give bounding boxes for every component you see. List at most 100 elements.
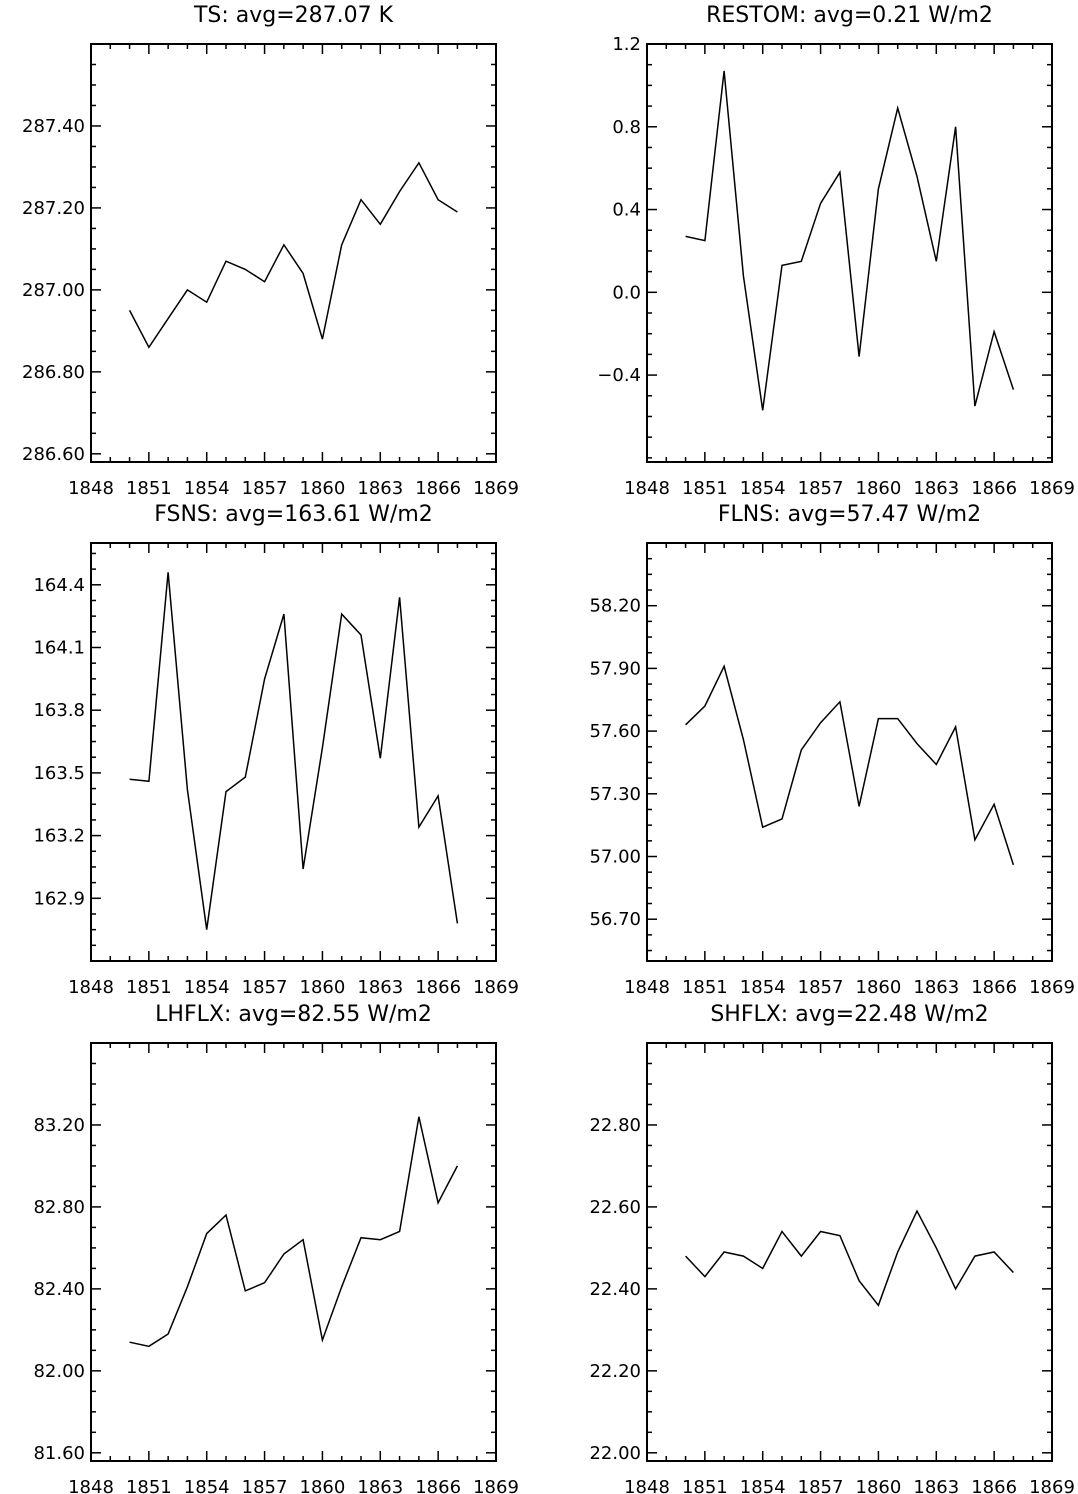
y-tick-label: 57.90 [589, 658, 641, 679]
x-tick-label: 1869 [473, 478, 519, 499]
y-tick-label: 163.8 [33, 700, 85, 721]
panel-title: FLNS: avg=57.47 W/m2 [718, 502, 981, 527]
panel-6: SHFLX: avg=22.48 W/m2 1848 1851 1854 1857 186… [589, 1002, 1074, 1494]
series-line [685, 664, 1015, 866]
x-tick-label: 1866 [971, 977, 1017, 998]
x-tick-label: 1863 [913, 478, 959, 499]
x-tick-label: 1857 [798, 977, 844, 998]
x-tick-label: 1866 [415, 977, 461, 998]
panel-title: LHFLX: avg=82.55 W/m2 [155, 1002, 432, 1027]
panel-title: TS: avg=287.07 K [193, 3, 394, 28]
x-tick-label: 1869 [1029, 1477, 1075, 1494]
y-tick-label: 57.30 [589, 784, 641, 805]
x-tick-label: 1860 [300, 478, 346, 499]
x-tick-label: 1851 [682, 977, 728, 998]
x-tick-label: 1860 [856, 977, 902, 998]
y-tick-label: 163.2 [33, 826, 85, 847]
y-tick-label: 56.70 [589, 909, 641, 930]
x-tick-label: 1863 [357, 1477, 403, 1494]
panel-2: RESTOM: avg=0.21 W/m2 1848 1851 1854 1857 186… [597, 3, 1075, 499]
x-tick-label: 1848 [624, 1477, 670, 1494]
x-tick-label: 1866 [971, 1477, 1017, 1494]
y-tick-label: 22.60 [589, 1197, 641, 1218]
x-tick-label: 1866 [415, 478, 461, 499]
x-tick-label: 1869 [473, 1477, 519, 1494]
x-tick-label: 1860 [856, 1477, 902, 1494]
plot-frame [90, 43, 497, 463]
x-tick-label: 1869 [1029, 478, 1075, 499]
y-tick-label: 82.00 [33, 1361, 85, 1382]
y-tick-label: 82.80 [33, 1197, 85, 1218]
x-tick-label: 1857 [242, 478, 288, 499]
x-tick-label: 1848 [624, 478, 670, 499]
x-tick-label: 1854 [740, 478, 786, 499]
x-tick-label: 1857 [242, 1477, 288, 1494]
y-tick-label: 83.20 [33, 1115, 85, 1136]
panel-1: TS: avg=287.07 K 1848 1851 1854 1857 1860 1863… [22, 3, 519, 499]
y-tick-label: 164.4 [33, 575, 85, 596]
plot-frame [646, 1042, 1053, 1462]
y-tick-label: 57.00 [589, 847, 641, 868]
x-tick-label: 1854 [184, 478, 230, 499]
panel-3: FSNS: avg=163.61 W/m2 1848 1851 1854 1857 186… [33, 502, 518, 998]
y-tick-label: 0.0 [612, 282, 641, 303]
panel-4: FLNS: avg=57.47 W/m2 1848 1851 1854 1857 1860… [589, 502, 1074, 998]
x-tick-label: 1848 [624, 977, 670, 998]
y-tick-label: 1.2 [612, 34, 641, 55]
y-tick-label: 81.60 [33, 1443, 85, 1464]
series-line [685, 1209, 1014, 1307]
x-tick-label: 1854 [740, 1477, 786, 1494]
y-tick-label: 164.1 [33, 638, 85, 659]
plot-frame [90, 542, 497, 962]
x-tick-label: 1854 [740, 977, 786, 998]
x-tick-label: 1863 [913, 977, 959, 998]
x-tick-label: 1848 [68, 478, 114, 499]
x-tick-label: 1863 [913, 1477, 959, 1494]
y-tick-label: 163.5 [33, 763, 85, 784]
x-tick-label: 1857 [242, 977, 288, 998]
x-tick-label: 1851 [682, 478, 728, 499]
plot-frame [646, 542, 1053, 962]
x-tick-label: 1863 [357, 478, 403, 499]
panel-title: RESTOM: avg=0.21 W/m2 [706, 3, 993, 28]
y-tick-label: 287.40 [22, 116, 85, 137]
y-tick-label: 162.9 [33, 888, 85, 909]
x-tick-label: 1860 [300, 977, 346, 998]
y-tick-label: 0.4 [612, 200, 641, 221]
y-tick-label: 58.20 [589, 596, 641, 617]
y-tick-label: 287.00 [22, 280, 85, 301]
x-tick-label: 1851 [126, 977, 172, 998]
x-tick-label: 1851 [126, 478, 172, 499]
x-tick-label: 1866 [415, 1477, 461, 1494]
panel-title: SHFLX: avg=22.48 W/m2 [710, 1002, 988, 1027]
x-tick-label: 1851 [682, 1477, 728, 1494]
x-tick-label: 1869 [473, 977, 519, 998]
plot-frame [90, 1042, 497, 1462]
x-tick-label: 1854 [184, 1477, 230, 1494]
series-line [129, 572, 459, 930]
x-tick-label: 1857 [798, 478, 844, 499]
y-tick-label: 57.60 [589, 721, 641, 742]
y-tick-label: 0.8 [612, 117, 641, 138]
y-tick-label: 286.80 [22, 362, 85, 383]
y-tick-label: 286.60 [22, 444, 85, 465]
x-tick-label: 1860 [856, 478, 902, 499]
x-tick-label: 1848 [68, 1477, 114, 1494]
y-tick-label: 22.40 [589, 1279, 641, 1300]
series-line [685, 70, 1015, 411]
plot-frame [646, 43, 1053, 463]
panel-title: FSNS: avg=163.61 W/m2 [154, 502, 433, 527]
y-tick-label: 22.00 [589, 1443, 641, 1464]
x-tick-label: 1866 [971, 478, 1017, 499]
y-tick-label: 22.80 [589, 1115, 641, 1136]
y-tick-label: 287.20 [22, 198, 85, 219]
x-tick-label: 1848 [68, 977, 114, 998]
series-line [129, 1116, 459, 1348]
x-tick-label: 1863 [357, 977, 403, 998]
panel-5: LHFLX: avg=82.55 W/m2 1848 1851 1854 1857 186… [33, 1002, 518, 1494]
y-tick-label: −0.4 [597, 365, 641, 386]
x-tick-label: 1854 [184, 977, 230, 998]
x-tick-label: 1860 [300, 1477, 346, 1494]
y-tick-label: 22.20 [589, 1361, 641, 1382]
